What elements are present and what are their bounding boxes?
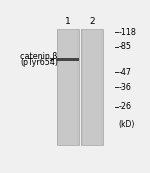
- Text: 2: 2: [89, 17, 95, 26]
- Text: (kD): (kD): [118, 120, 135, 129]
- Bar: [57, 29, 79, 145]
- Bar: [77, 29, 79, 145]
- Text: (pTyr654): (pTyr654): [20, 58, 58, 67]
- Bar: [101, 29, 103, 145]
- Text: catenin β: catenin β: [20, 52, 57, 61]
- Bar: [81, 29, 103, 145]
- Text: 1: 1: [65, 17, 70, 26]
- Text: -118: -118: [118, 28, 136, 37]
- Bar: [57, 29, 58, 145]
- Bar: [57, 58, 79, 61]
- Bar: [81, 29, 83, 145]
- Text: -26: -26: [118, 102, 131, 111]
- Text: -47: -47: [118, 67, 131, 76]
- Text: -36: -36: [118, 83, 131, 92]
- Text: -85: -85: [118, 42, 131, 51]
